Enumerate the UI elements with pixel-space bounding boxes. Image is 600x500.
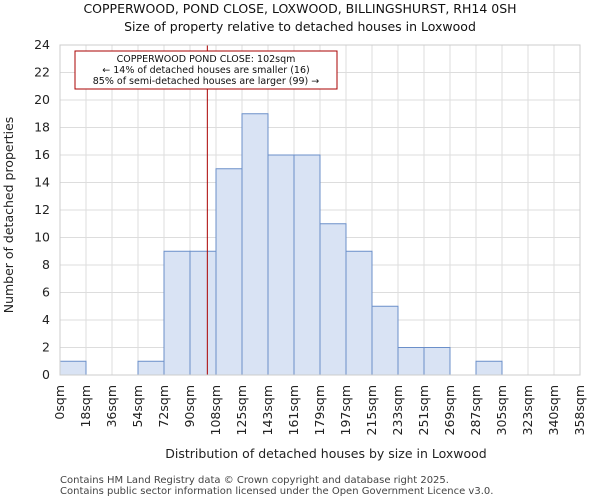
x-tick-125sqm: 125sqm	[234, 385, 249, 435]
x-tick-0sqm: 0sqm	[52, 385, 67, 420]
x-tick-197sqm: 197sqm	[338, 385, 353, 435]
plot-frame	[59, 44, 581, 376]
annotation-frame	[74, 50, 338, 90]
x-tick-36sqm: 36sqm	[104, 385, 119, 428]
bar-233sqm	[397, 347, 425, 376]
y-tick-4: 4	[42, 312, 50, 327]
y-tick-24: 24	[34, 37, 50, 52]
bar-90sqm	[189, 250, 217, 376]
y-tick-6: 6	[42, 285, 50, 300]
x-tick-215sqm: 215sqm	[364, 385, 379, 435]
bar-125sqm	[241, 113, 269, 376]
annotation-box: COPPERWOOD POND CLOSE: 102sqm ← 14% of d…	[74, 50, 338, 90]
x-tick-251sqm: 251sqm	[416, 385, 431, 435]
bar-287sqm	[475, 360, 503, 376]
x-tick-90sqm: 90sqm	[182, 385, 197, 428]
annotation-line1: COPPERWOOD POND CLOSE: 102sqm	[117, 54, 296, 65]
y-tick-2: 2	[42, 340, 50, 355]
bar-251sqm	[423, 347, 451, 376]
bar-143sqm	[267, 154, 295, 376]
x-tick-358sqm: 358sqm	[572, 385, 587, 435]
x-tick-72sqm: 72sqm	[156, 385, 171, 428]
bar-161sqm	[293, 154, 321, 376]
x-tick-143sqm: 143sqm	[260, 385, 275, 435]
x-tick-18sqm: 18sqm	[78, 385, 93, 428]
chart-title-line2: Size of property relative to detached ho…	[124, 19, 476, 34]
x-tick-161sqm: 161sqm	[286, 385, 301, 435]
y-tick-20: 20	[34, 92, 50, 107]
y-tick-18: 18	[34, 120, 50, 135]
x-tick-108sqm: 108sqm	[208, 385, 223, 435]
y-tick-22: 22	[34, 65, 50, 80]
footer-line1: Contains HM Land Registry data © Crown c…	[60, 475, 449, 486]
footer-line2: Contains public sector information licen…	[60, 486, 493, 497]
annotation-line3: 85% of semi-detached houses are larger (…	[93, 76, 320, 87]
bar-197sqm	[345, 250, 373, 376]
y-tick-10: 10	[34, 230, 50, 245]
y-tick-8: 8	[42, 257, 50, 272]
x-tick-labels: 0sqm 18sqm 36sqm 54sqm 72sqm 90sqm 108sqm 125sq…	[52, 385, 587, 435]
y-tick-14: 14	[34, 175, 50, 190]
chart-title-line1: COPPERWOOD, POND CLOSE, LOXWOOD, BILLING…	[83, 1, 516, 16]
bar-108sqm	[215, 168, 243, 376]
x-tick-54sqm: 54sqm	[130, 385, 145, 428]
x-tick-323sqm: 323sqm	[520, 385, 535, 435]
x-tick-287sqm: 287sqm	[468, 385, 483, 435]
bar-179sqm	[319, 223, 347, 376]
y-axis-label: Number of detached properties	[1, 117, 16, 314]
y-tick-16: 16	[34, 147, 50, 162]
x-tick-305sqm: 305sqm	[494, 385, 509, 435]
bar-0sqm	[59, 360, 87, 376]
y-tick-12: 12	[34, 202, 50, 217]
x-tick-233sqm: 233sqm	[390, 385, 405, 435]
bars-group	[59, 113, 503, 376]
annotation-line2: ← 14% of detached houses are smaller (16…	[102, 65, 309, 76]
bar-72sqm	[163, 250, 191, 376]
x-tick-269sqm: 269sqm	[442, 385, 457, 435]
bar-215sqm	[371, 305, 399, 376]
y-tick-0: 0	[42, 367, 50, 382]
x-axis-label: Distribution of detached houses by size …	[165, 446, 486, 461]
x-tick-340sqm: 340sqm	[546, 385, 561, 435]
x-tick-179sqm: 179sqm	[312, 385, 327, 435]
bar-54sqm	[137, 360, 165, 376]
